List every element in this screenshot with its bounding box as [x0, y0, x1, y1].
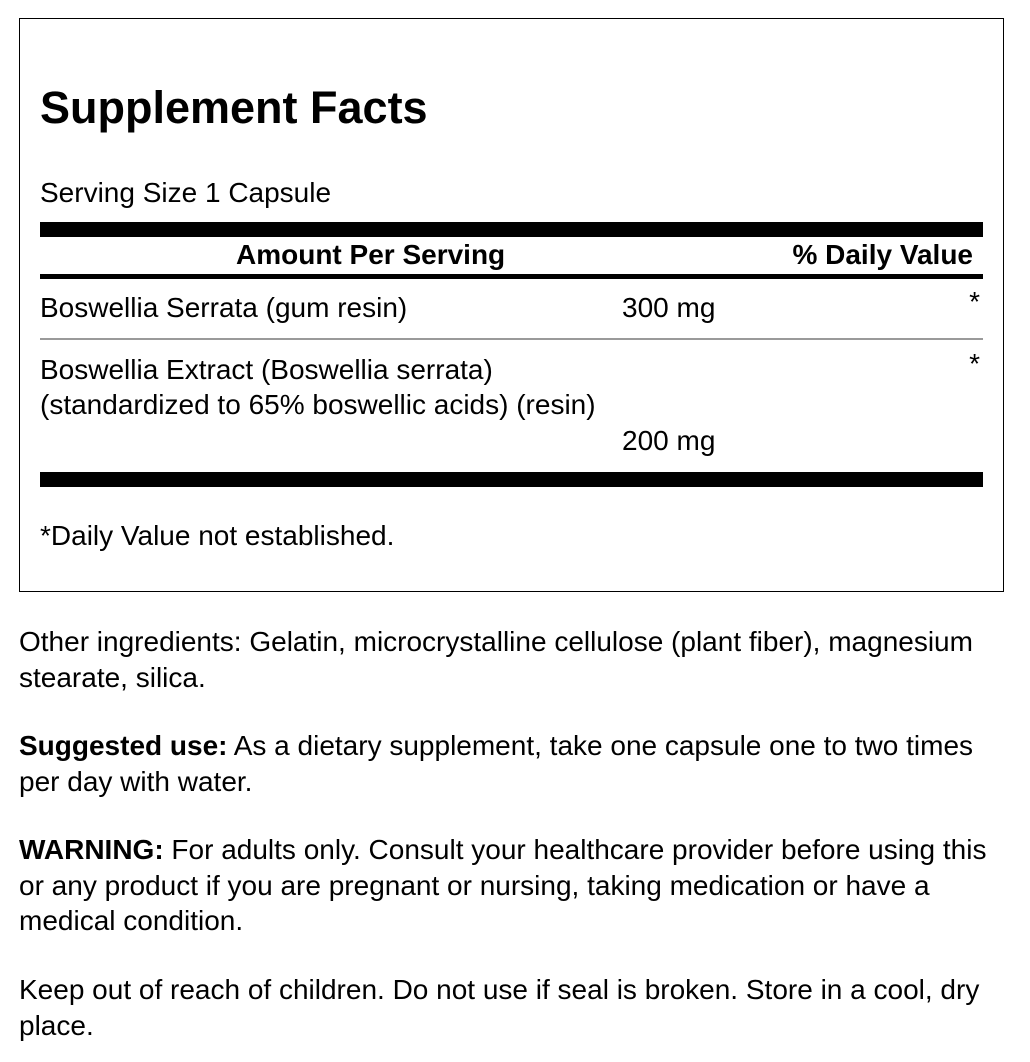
facts-title: Supplement Facts: [40, 82, 428, 133]
thick-divider-top: [40, 222, 983, 237]
warning: WARNING: For adults only. Consult your h…: [19, 832, 1009, 939]
suggested-use: Suggested use: As a dietary supplement, …: [19, 728, 1009, 799]
suggested-use-text: As a dietary supplement, take one capsul…: [19, 730, 974, 797]
thick-divider-bottom: [40, 472, 983, 487]
serving-size: Serving Size 1 Capsule: [40, 177, 332, 208]
ingredient-name-line1: Boswellia Extract (Boswellia serrata): [40, 354, 493, 385]
footnote: *Daily Value not established.: [40, 520, 395, 551]
ingredient-name: Boswellia Serrata (gum resin): [40, 292, 408, 323]
ingredient-name-line2: (standardized to 65% boswellic acids) (r…: [40, 389, 596, 420]
ingredient-dv: *: [969, 348, 980, 379]
header-amount-per-serving: Amount Per Serving: [236, 239, 506, 270]
header-daily-value: % Daily Value: [792, 239, 973, 270]
ingredient-amount: 200 mg: [622, 425, 716, 456]
warning-label: WARNING:: [19, 834, 164, 865]
ingredient-amount: 300 mg: [622, 292, 716, 323]
ingredient-dv: *: [969, 286, 980, 317]
other-ingredients: Other ingredients: Gelatin, microcrystal…: [19, 626, 973, 693]
warning-text: For adults only. Consult your healthcare…: [19, 834, 987, 936]
supplement-facts-panel: [19, 18, 1004, 592]
row-divider: [40, 338, 983, 340]
header-divider: [40, 274, 983, 279]
suggested-use-label: Suggested use:: [19, 730, 228, 761]
storage-note: Keep out of reach of children. Do not us…: [19, 974, 980, 1041]
